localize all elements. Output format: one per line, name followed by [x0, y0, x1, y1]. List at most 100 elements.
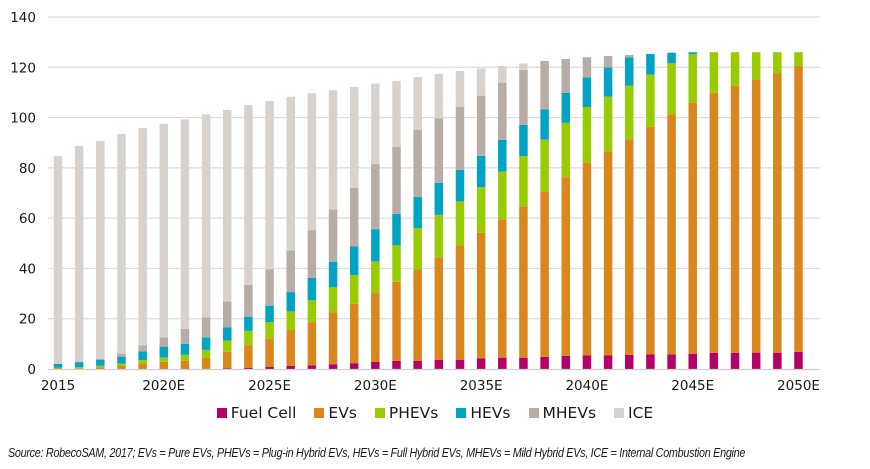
- bar-segment-mhevs: [307, 230, 317, 278]
- bar-segment-mhevs: [223, 301, 232, 328]
- bar-segment-fuel-cell: [455, 359, 465, 369]
- y-tick-label: 0: [27, 362, 36, 378]
- bar-segment-fuel-cell: [223, 368, 232, 369]
- bar-stack-2028: [328, 90, 338, 369]
- bar-segment-evs: [265, 338, 274, 367]
- bar-segment-ice: [307, 93, 317, 231]
- bar-segment-phevs: [244, 330, 253, 346]
- bar-segment-evs: [349, 303, 359, 364]
- bar-stack-2026: [286, 96, 295, 369]
- legend-label-fuel-cell: Fuel Cell: [230, 404, 297, 422]
- bar-segment-hevs: [624, 57, 634, 86]
- bar-segment-evs: [624, 139, 634, 355]
- legend-label-ice: ICE: [628, 404, 654, 422]
- bar-segment-ice: [498, 66, 507, 83]
- bar-stack-2047: [730, 52, 740, 369]
- x-axis: 2015 2020E 2025E 2030E 2035E 2040E 2045E 2050E: [41, 378, 820, 394]
- bar-segment-evs: [201, 357, 211, 369]
- bar-segment-fuel-cell: [751, 352, 761, 369]
- bar-stack-2046: [709, 52, 719, 369]
- bar-stack-2040E: [582, 57, 592, 369]
- legend-item-mhevs: MHEVs: [528, 404, 596, 422]
- legend-swatch-mhevs: [528, 408, 539, 418]
- bar-stack-2036: [498, 66, 507, 369]
- bar-segment-ice: [392, 80, 401, 147]
- bar-stack-2039: [561, 58, 571, 369]
- bar-segment-fuel-cell: [371, 361, 380, 369]
- bar-stack-2033: [434, 74, 444, 369]
- bar-segment-phevs: [307, 300, 317, 323]
- legend-item-hevs: HEVs: [456, 404, 511, 422]
- bar-segment-evs: [223, 351, 232, 369]
- bar-segment-phevs: [392, 245, 401, 282]
- bar-segment-phevs: [794, 52, 803, 67]
- bar-segment-evs: [117, 365, 126, 369]
- bar-segment-ice: [180, 119, 190, 329]
- bar-segment-mhevs: [434, 118, 444, 183]
- bar-segment-evs: [476, 232, 486, 359]
- legend-label-evs: EVs: [328, 404, 357, 422]
- bar-segment-fuel-cell: [624, 354, 634, 369]
- bar-segment-phevs: [117, 363, 126, 366]
- x-tick-label: 2015: [41, 378, 75, 394]
- bar-segment-hevs: [455, 169, 465, 202]
- bar-segment-mhevs: [265, 269, 274, 306]
- bar-segment-mhevs: [519, 69, 528, 125]
- legend-item-fuel-cell: Fuel Cell: [216, 404, 297, 422]
- bar-segment-phevs: [74, 366, 84, 369]
- bar-stack-2017: [96, 140, 105, 369]
- bar-stack-2022: [201, 114, 211, 370]
- bar-stack-2049: [773, 52, 782, 369]
- bar-segment-evs: [328, 312, 338, 365]
- bar-segment-hevs: [519, 124, 528, 157]
- bar-segment-mhevs: [159, 337, 169, 347]
- bar-stack-2044: [667, 52, 676, 369]
- bar-segment-phevs: [773, 52, 782, 74]
- bar-segment-hevs: [159, 346, 169, 358]
- bar-segment-ice: [349, 86, 359, 188]
- bar-segment-evs: [159, 361, 169, 369]
- bar-segment-phevs: [413, 228, 422, 270]
- bar-segment-evs: [392, 281, 401, 361]
- bar-segment-hevs: [434, 182, 444, 215]
- bar-stack-2029: [349, 86, 359, 369]
- bar-segment-evs: [519, 206, 528, 358]
- y-tick-label: 40: [19, 261, 36, 277]
- bar-segment-fuel-cell: [603, 355, 613, 369]
- bar-segment-ice: [223, 110, 232, 302]
- bar-segment-mhevs: [180, 328, 190, 344]
- x-tick-label: 2030E: [354, 378, 397, 394]
- x-tick-label: 2050E: [777, 378, 820, 394]
- legend-swatch-fuel-cell: [216, 408, 227, 418]
- bar-segment-mhevs: [603, 55, 613, 68]
- bar-segment-evs: [96, 367, 105, 369]
- bar-segment-phevs: [561, 122, 571, 178]
- bar-stack-2027: [307, 93, 317, 369]
- bar-segment-ice: [434, 74, 444, 119]
- bar-segment-hevs: [328, 261, 338, 288]
- bar-segment-phevs: [540, 139, 549, 192]
- bar-segment-ice: [455, 71, 465, 107]
- bar-segment-hevs: [265, 305, 274, 323]
- bar-segment-ice: [328, 90, 338, 210]
- bar-stack-2015: [53, 156, 63, 369]
- bar-segment-evs: [540, 191, 549, 357]
- bar-segment-fuel-cell: [392, 360, 401, 369]
- bar-segment-fuel-cell: [265, 366, 274, 369]
- bar-segment-phevs: [751, 52, 761, 80]
- bar-segment-evs: [709, 92, 719, 353]
- bar-segment-evs: [286, 330, 295, 366]
- bar-segment-evs: [688, 102, 697, 354]
- bar-segment-phevs: [646, 74, 655, 127]
- bar-segment-hevs: [96, 359, 105, 366]
- bar-segment-phevs: [688, 53, 697, 103]
- bar-segment-phevs: [667, 63, 676, 115]
- bar-segment-fuel-cell: [561, 355, 571, 369]
- bar-segment-evs: [751, 79, 761, 353]
- bar-segment-hevs: [603, 67, 613, 97]
- bar-segment-ice: [74, 145, 84, 362]
- legend-swatch-phevs: [374, 408, 385, 418]
- bar-segment-hevs: [561, 92, 571, 123]
- legend-item-evs: EVs: [314, 404, 357, 422]
- bar-segment-hevs: [201, 337, 211, 350]
